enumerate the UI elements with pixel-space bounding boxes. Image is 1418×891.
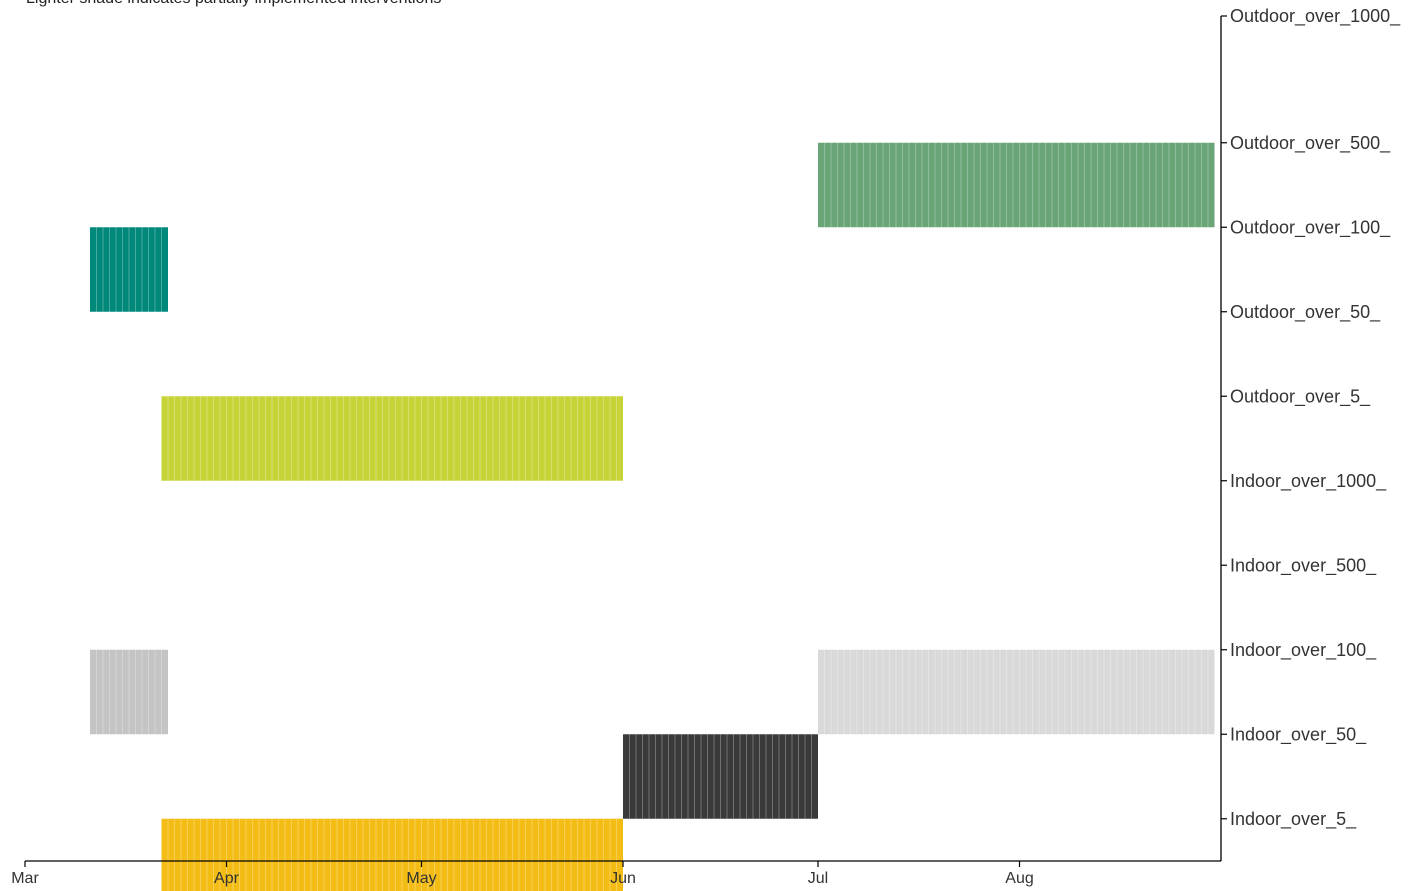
x-tick-label: May	[406, 870, 436, 887]
x-tick-label: Jul	[808, 870, 828, 887]
bar-fill	[818, 649, 1215, 735]
y-tick-label: Indoor_over_50_	[1230, 724, 1367, 745]
chart-subtitle: Lighter shade indicates partially implem…	[26, 0, 441, 8]
x-tick-label: Mar	[11, 870, 39, 887]
bar-outdoor-over-5	[161, 396, 623, 481]
bar-fill	[818, 142, 1215, 228]
x-tick-label: Apr	[214, 870, 240, 887]
bar-outdoor-over-500	[818, 142, 1215, 228]
bar-fill	[90, 227, 168, 312]
y-tick-label: Outdoor_over_5_	[1230, 386, 1371, 407]
bar-fill	[90, 649, 168, 735]
y-tick-label: Indoor_over_1000_	[1230, 471, 1387, 492]
y-tick-label: Outdoor_over_500_	[1230, 133, 1391, 154]
bar-fill	[161, 818, 623, 891]
y-tick-label: Outdoor_over_100_	[1230, 217, 1391, 238]
x-tick-label: Jun	[610, 870, 636, 887]
x-tick-label: Aug	[1005, 870, 1033, 887]
y-tick-label: Indoor_over_100_	[1230, 640, 1377, 661]
bar-outdoor-over-100	[90, 227, 168, 312]
bar-indoor-over-100	[90, 649, 168, 735]
y-tick-label: Outdoor_over_50_	[1230, 302, 1381, 323]
axes-layer: Mar Apr May Jun Jul Aug Outdoor_over_1000_ Outd…	[11, 6, 1401, 887]
bars-layer	[90, 142, 1215, 891]
bar-fill	[161, 396, 623, 481]
bar-indoor-over-100	[818, 649, 1215, 735]
y-tick-label: Indoor_over_500_	[1230, 555, 1377, 576]
bar-fill	[623, 734, 818, 819]
y-tick-label: Outdoor_over_1000_	[1230, 6, 1401, 27]
y-tick-label: Indoor_over_5_	[1230, 809, 1357, 830]
bar-indoor-over-50	[623, 734, 818, 819]
